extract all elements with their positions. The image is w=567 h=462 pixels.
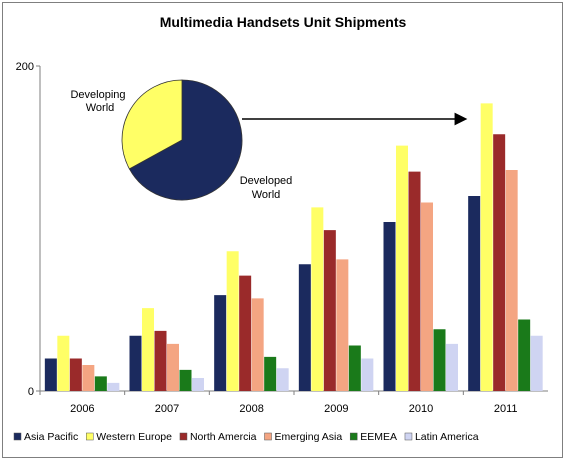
- legend-swatch-latin-america: [404, 432, 413, 441]
- bar-eemea-2011: [518, 319, 531, 391]
- bar-asia-pacific-2011: [468, 196, 481, 391]
- pie-slice-developed-world: [128, 79, 243, 201]
- x-tick-label: 2011: [494, 403, 518, 415]
- x-tick-label: 2006: [70, 403, 94, 415]
- chart-title: Multimedia Handsets Unit Shipments: [160, 14, 407, 30]
- pie-label-developing-line1: Developing: [70, 89, 125, 101]
- bar-north-amercia-2009: [323, 230, 336, 391]
- bar-emerging-asia-2006: [82, 365, 95, 391]
- legend-swatch-western-europe: [86, 432, 94, 441]
- y-tick-label: 200: [16, 61, 34, 73]
- x-tick-label: 2007: [155, 403, 179, 415]
- bar-western-europe-2006: [57, 335, 70, 391]
- x-tick-label: 2008: [239, 403, 263, 415]
- bar-north-amercia-2010: [408, 171, 421, 391]
- x-tick-label: 2010: [409, 403, 433, 415]
- bar-western-europe-2008: [226, 251, 239, 391]
- bar-asia-pacific-2010: [383, 222, 396, 391]
- bar-emerging-asia-2007: [167, 343, 179, 391]
- bar-latin-america-2006: [107, 382, 120, 391]
- bar-western-europe-2009: [311, 207, 324, 391]
- bar-western-europe-2007: [142, 308, 154, 391]
- legend-label-latin-america: Latin America: [415, 431, 479, 443]
- bars-layer: 2006 2007 2008 2009 2010 2011: [39, 103, 543, 415]
- bar-latin-america-2007: [192, 378, 204, 391]
- legend-swatch-emerging-asia: [264, 432, 272, 441]
- bar-eemea-2009: [348, 345, 361, 391]
- bar-western-europe-2011: [480, 103, 493, 391]
- bar-north-amercia-2008: [239, 275, 252, 391]
- bar-asia-pacific-2007: [129, 335, 142, 391]
- bar-emerging-asia-2011: [505, 170, 518, 391]
- bar-eemea-2010: [433, 329, 446, 391]
- legend-swatch-north-amercia: [179, 432, 188, 441]
- bar-asia-pacific-2008: [214, 295, 227, 391]
- pie-label-developed-line1: Developed: [240, 175, 293, 187]
- bar-north-amercia-2011: [493, 134, 506, 391]
- bar-latin-america-2011: [530, 335, 543, 391]
- legend-label-emerging-asia: Emerging Asia: [275, 431, 343, 443]
- bar-latin-america-2009: [361, 358, 374, 391]
- bar-latin-america-2010: [446, 343, 458, 391]
- bar-emerging-asia-2010: [421, 202, 433, 391]
- pie-label-developed-line2: World: [252, 189, 281, 201]
- bar-eemea-2008: [264, 356, 277, 391]
- legend-swatch-asia-pacific: [13, 432, 22, 441]
- bar-eemea-2007: [179, 369, 192, 391]
- bar-emerging-asia-2009: [336, 259, 349, 391]
- legend-label-asia-pacific: Asia Pacific: [24, 431, 78, 443]
- legend-label-eemea: EEMEA: [360, 431, 397, 443]
- bar-north-amercia-2007: [154, 330, 167, 391]
- bar-asia-pacific-2006: [44, 358, 57, 391]
- legend-swatch-eemea: [349, 432, 358, 441]
- bar-eemea-2006: [94, 376, 107, 391]
- bar-western-europe-2010: [396, 145, 408, 391]
- bar-emerging-asia-2008: [251, 298, 264, 391]
- legend-label-western-europe: Western Europe: [96, 431, 172, 443]
- pie-label-developing-line2: World: [86, 102, 115, 114]
- pie-slice-developing-world: [121, 79, 183, 170]
- bar-north-amercia-2006: [69, 358, 82, 391]
- bar-asia-pacific-2009: [298, 264, 311, 391]
- legend: Asia Pacific Western Europe North Amercia E…: [13, 431, 479, 443]
- bar-latin-america-2008: [276, 368, 289, 391]
- x-tick-label: 2009: [324, 403, 348, 415]
- y-tick-label: 0: [28, 386, 34, 398]
- legend-label-north-amercia: North Amercia: [190, 431, 257, 443]
